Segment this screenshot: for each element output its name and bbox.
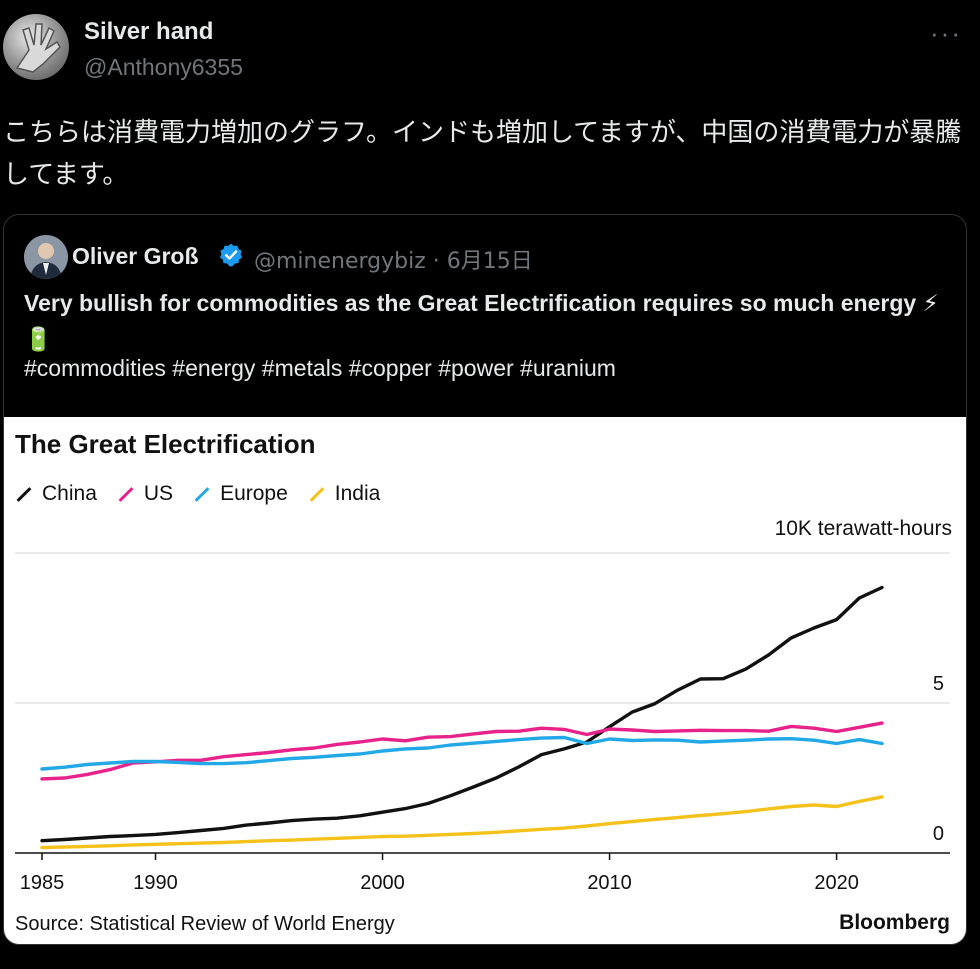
quote-text: Very bullish for commodities as the Grea… (24, 285, 944, 357)
verified-badge-icon (219, 243, 243, 267)
quote-author-avatar[interactable] (24, 235, 68, 279)
x-tick-label-2000: 2000 (360, 872, 405, 894)
tweet-text: こちらは消費電力増加のグラフ。インドも増加してますが、中国の消費電力が暴騰してま… (3, 118, 962, 190)
chart-image[interactable]: The Great Electrification China US Europ… (4, 417, 966, 944)
lightning-battery-emoji: ⚡🔋 (24, 290, 939, 352)
legend-label-india: India (334, 482, 381, 505)
x-tick-label-1985: 1985 (20, 872, 65, 894)
author-name[interactable]: Silver hand (84, 18, 214, 45)
y-tick-label-0: 0 (933, 823, 944, 845)
x-tick-label-1990: 1990 (133, 872, 178, 894)
more-options-button[interactable]: ··· (930, 18, 962, 48)
legend-item-china: China (15, 479, 97, 509)
legend-item-india: India (308, 479, 381, 509)
series-line-us (40, 721, 884, 781)
bloomberg-logo: Bloomberg (839, 911, 950, 934)
legend-label-europe: Europe (220, 482, 288, 505)
quoted-tweet[interactable]: Oliver Groß @minenergybiz · 6月15日 Very b… (3, 214, 967, 945)
quote-hashtags[interactable]: #commodities #energy #metals #copper #po… (24, 355, 616, 381)
author-handle[interactable]: @Anthony6355 (84, 54, 243, 80)
legend-item-europe: Europe (193, 479, 288, 509)
x-tick-label-2010: 2010 (587, 872, 632, 894)
y-tick-label-5: 5 (933, 673, 944, 695)
x-tick-label-2020: 2020 (814, 872, 859, 894)
series-line-india (40, 795, 884, 850)
author-avatar[interactable] (3, 14, 69, 80)
quote-text-body: Very bullish for commodities as the Grea… (24, 290, 917, 316)
legend-label-us: US (143, 482, 174, 505)
series-line-europe (40, 735, 884, 771)
legend-item-us: US (117, 479, 173, 509)
silver-hand-icon (15, 23, 61, 73)
chart-title: The Great Electrification (15, 429, 316, 459)
series-line-china (40, 585, 884, 843)
chart-legend: China US Europe India (15, 479, 400, 509)
person-portrait-icon (24, 235, 68, 279)
legend-label-china: China (42, 482, 97, 505)
quote-handle-date[interactable]: @minenergybiz · 6月15日 (254, 249, 533, 274)
line-chart: 0 5 1985 1990 2000 2010 2020 (15, 552, 950, 894)
quote-author-name[interactable]: Oliver Groß (72, 243, 199, 269)
y-axis-unit-label: 10K terawatt-hours (774, 517, 952, 540)
chart-source: Source: Statistical Review of World Ener… (15, 913, 395, 935)
